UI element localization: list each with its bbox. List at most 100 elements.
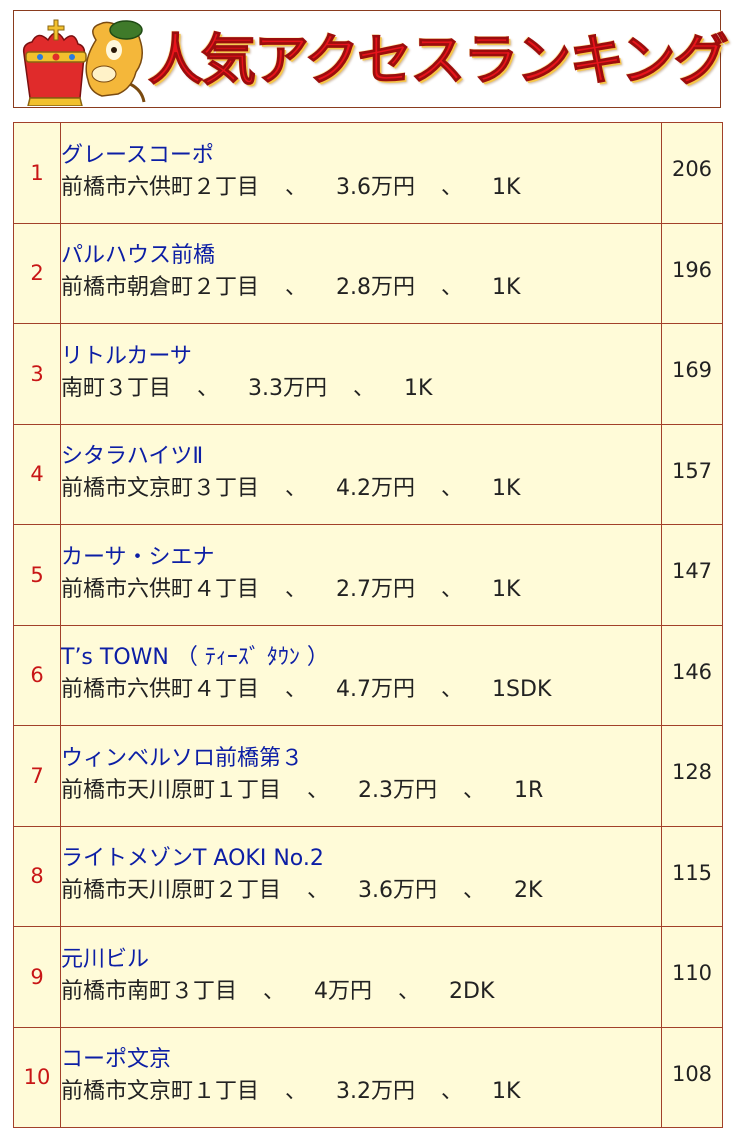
separator: 、 (307, 777, 330, 803)
rank-number: 5 (13, 524, 61, 626)
rank-number: 2 (13, 222, 61, 324)
access-count-value: 157 (671, 458, 713, 483)
property-rent: 4万円 (314, 978, 373, 1004)
rank-number: 10 (13, 1026, 61, 1128)
crowned-horse-mascot-icon (22, 19, 146, 106)
rank-number: 1 (13, 122, 61, 224)
property-name-link[interactable]: コーポ文京 (61, 1047, 172, 1073)
separator: 、 (441, 476, 464, 502)
property-rent: 2.7万円 (336, 576, 416, 602)
property-name-link[interactable]: ウィンベルソロ前橋第３ (61, 745, 304, 771)
property-address: 前橋市六供町２丁目 (61, 174, 260, 200)
property-details: 前橋市天川原町２丁目、 3.6万円、 2K (61, 874, 661, 908)
access-count-value: 108 (671, 1061, 713, 1086)
property-address: 前橋市六供町４丁目 (61, 677, 260, 703)
property-layout: 1K (492, 476, 521, 502)
access-count: 147 (661, 524, 723, 626)
property-address: 前橋市天川原町２丁目 (61, 878, 282, 904)
property-rent: 4.2万円 (336, 476, 416, 502)
property-name-link[interactable]: 元川ビル (61, 946, 150, 972)
property-rent: 2.8万円 (336, 275, 416, 301)
ranking-row: 3 リトルカーサ 南町３丁目、 3.3万円、 1K 169 (13, 323, 723, 425)
property-address: 前橋市朝倉町２丁目 (61, 275, 260, 301)
property-info: リトルカーサ 南町３丁目、 3.3万円、 1K (60, 323, 662, 425)
separator: 、 (285, 275, 308, 301)
access-count: 108 (661, 1026, 723, 1128)
ranking-row: 5 カーサ・シエナ 前橋市六供町４丁目、 2.7万円、 1K 147 (13, 524, 723, 626)
ranking-table: 1 グレースコーポ 前橋市六供町２丁目、 3.6万円、 1K 206 2 パルハウス前橋 前橋市… (13, 122, 723, 1128)
separator: 、 (441, 1079, 464, 1105)
separator: 、 (285, 677, 308, 703)
separator: 、 (441, 677, 464, 703)
rank-number: 4 (13, 423, 61, 525)
ranking-row: 1 グレースコーポ 前橋市六供町２丁目、 3.6万円、 1K 206 (13, 122, 723, 224)
separator: 、 (263, 978, 286, 1004)
rank-number: 3 (13, 323, 61, 425)
ranking-row: 6 T’s TOWN （ ﾃｨｰｽﾞ ﾀｳﾝ ）前橋市六供町４丁目、 4.7万円、 1… (13, 624, 723, 726)
separator: 、 (285, 1079, 308, 1105)
property-rent: 2.3万円 (358, 777, 438, 803)
access-count-value: 115 (671, 860, 713, 885)
access-count: 169 (661, 323, 723, 425)
property-details: 南町３丁目、 3.3万円、 1K (61, 372, 661, 406)
access-count: 157 (661, 423, 723, 525)
access-count: 115 (661, 825, 723, 927)
access-count-value: 110 (671, 961, 713, 986)
ranking-row: 2 パルハウス前橋 前橋市朝倉町２丁目、 2.8万円、 1K 196 (13, 222, 723, 324)
property-info: ウィンベルソロ前橋第３ 前橋市天川原町１丁目、 2.3万円、 1R (60, 725, 662, 827)
access-count-value: 147 (671, 559, 713, 584)
access-count-value: 196 (671, 257, 713, 282)
rank-number: 7 (13, 725, 61, 827)
separator: 、 (285, 476, 308, 502)
rank-number: 9 (13, 926, 61, 1028)
property-details: 前橋市文京町３丁目、 4.2万円、 1K (61, 472, 661, 506)
property-address: 前橋市天川原町１丁目 (61, 777, 282, 803)
access-count: 206 (661, 122, 723, 224)
property-info: 元川ビル 前橋市南町３丁目、 4万円、 2DK (60, 926, 662, 1028)
property-name-link[interactable]: リトルカーサ (61, 343, 192, 369)
property-rent: 4.7万円 (336, 677, 416, 703)
ranking-table-body: 1 グレースコーポ 前橋市六供町２丁目、 3.6万円、 1K 206 2 パルハウス前橋 前橋市… (13, 122, 723, 1128)
property-layout: 1K (492, 174, 521, 200)
property-info: グレースコーポ 前橋市六供町２丁目、 3.6万円、 1K (60, 122, 662, 224)
property-name-link[interactable]: カーサ・シエナ (61, 544, 215, 570)
property-layout: 1K (492, 275, 521, 301)
access-count-value: 146 (671, 659, 713, 684)
access-count-value: 206 (671, 157, 713, 182)
property-name-link[interactable]: シタラハイツⅡ (61, 444, 204, 470)
page-title: 人気アクセスランキング (148, 28, 730, 93)
ranking-row: 7 ウィンベルソロ前橋第３ 前橋市天川原町１丁目、 2.3万円、 1R 128 (13, 725, 723, 827)
property-name-link[interactable]: グレースコーポ (61, 142, 214, 168)
property-address: 前橋市六供町４丁目 (61, 576, 260, 602)
separator: 、 (307, 878, 330, 904)
property-name-link[interactable]: T’s TOWN （ ﾃｨｰｽﾞ ﾀｳﾝ ） (61, 645, 329, 671)
property-details: 前橋市朝倉町２丁目、 2.8万円、 1K (61, 271, 661, 305)
property-layout: 1R (514, 777, 544, 803)
property-name-link[interactable]: パルハウス前橋 (61, 243, 216, 269)
separator: 、 (285, 174, 308, 200)
ranking-banner: 人気アクセスランキング (13, 10, 729, 108)
ranking-row: 10 コーポ文京 前橋市文京町１丁目、 3.2万円、 1K 108 (13, 1026, 723, 1128)
separator: 、 (285, 576, 308, 602)
rank-number: 8 (13, 825, 61, 927)
property-rent: 3.6万円 (358, 878, 438, 904)
access-count-value: 128 (671, 760, 713, 785)
separator: 、 (463, 878, 486, 904)
property-rent: 3.6万円 (336, 174, 416, 200)
property-info: カーサ・シエナ 前橋市六供町４丁目、 2.7万円、 1K (60, 524, 662, 626)
separator: 、 (441, 576, 464, 602)
property-address: 前橋市南町３丁目 (61, 978, 238, 1004)
rank-number: 6 (13, 624, 61, 726)
separator: 、 (441, 275, 464, 301)
separator: 、 (463, 777, 486, 803)
property-info: ライトメゾンT AOKI No.2 前橋市天川原町２丁目、 3.6万円、 2K (60, 825, 662, 927)
property-details: 前橋市六供町４丁目、 2.7万円、 1K (61, 573, 661, 607)
property-name-link[interactable]: ライトメゾンT AOKI No.2 (61, 846, 324, 872)
property-layout: 1K (404, 375, 433, 401)
separator: 、 (197, 375, 220, 401)
access-count: 128 (661, 725, 723, 827)
property-details: 前橋市六供町４丁目、 4.7万円、 1SDK (61, 673, 661, 707)
property-details: 前橋市天川原町１丁目、 2.3万円、 1R (61, 774, 661, 808)
property-address: 南町３丁目 (61, 375, 172, 401)
access-count: 110 (661, 926, 723, 1028)
